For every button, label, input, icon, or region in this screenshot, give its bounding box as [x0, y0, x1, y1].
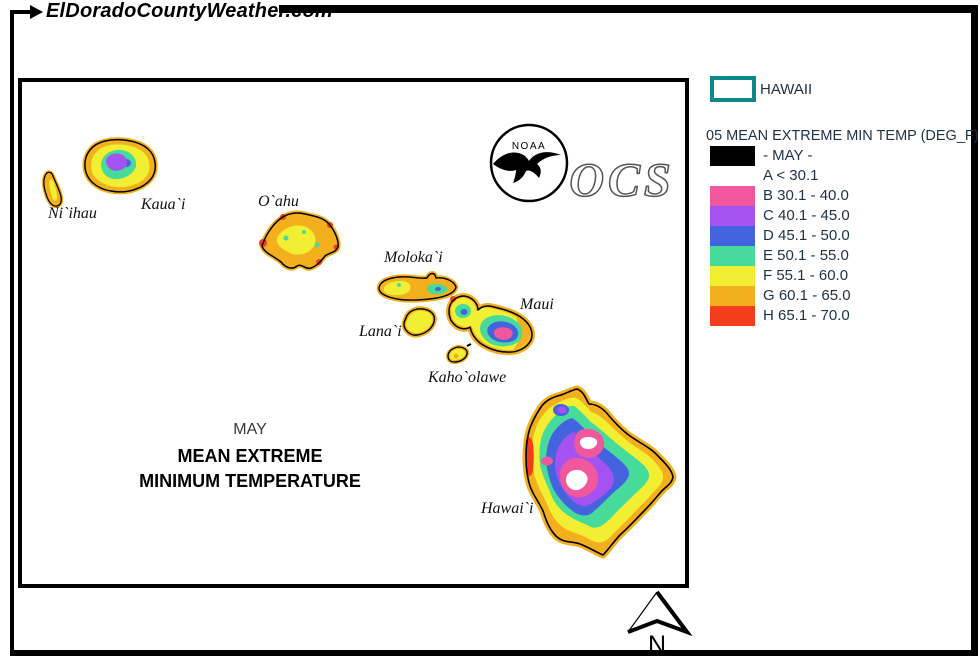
caption-line3: MINIMUM TEMPERATURE	[139, 471, 361, 491]
frame-bottom	[10, 650, 978, 656]
legend-row: D 45.1 - 50.0	[706, 226, 976, 246]
legend-swatch	[710, 306, 755, 326]
legend-label: H 65.1 - 70.0	[763, 307, 850, 324]
island-molokai	[376, 271, 459, 303]
caption-month: MAY	[233, 421, 267, 438]
frame-left	[10, 10, 14, 656]
hawaii-region-swatch	[710, 76, 756, 102]
label-kauai: Kaua`i	[141, 196, 186, 213]
label-lanai: Lana`i	[359, 323, 402, 340]
hawaii-region-label: HAWAII	[760, 81, 813, 98]
legend-label: B 30.1 - 40.0	[763, 187, 849, 204]
legend-row: F 55.1 - 60.0	[706, 266, 976, 286]
legend-swatch	[710, 206, 755, 226]
legend-row: - MAY -	[706, 146, 976, 166]
island-niihau	[41, 170, 64, 209]
legend-swatch	[710, 146, 755, 166]
island-kauai	[82, 137, 158, 195]
map-caption: MAY MEAN EXTREME MINIMUM TEMPERATURE	[126, 421, 374, 494]
legend-row: G 60.1 - 65.0	[706, 286, 976, 306]
north-label: N	[648, 631, 666, 657]
site-title[interactable]: ElDoradoCountyWeather.com	[46, 0, 333, 22]
noaa-logo-icon: NOAA	[489, 123, 569, 203]
island-lanai	[401, 306, 437, 338]
legend-swatch	[710, 166, 755, 186]
legend-swatch	[710, 246, 755, 266]
legend-label: G 60.1 - 65.0	[763, 287, 851, 304]
legend-label: - MAY -	[763, 147, 813, 164]
legend-label: E 50.1 - 55.0	[763, 247, 849, 264]
legend-label: D 45.1 - 50.0	[763, 227, 850, 244]
label-maui: Maui	[520, 296, 554, 313]
legend-row: A < 30.1	[706, 166, 976, 186]
label-kahoolawe: Kaho`olawe	[428, 369, 507, 386]
island-hawaii	[522, 385, 677, 559]
frame-right	[971, 5, 978, 656]
frame-top-line	[279, 5, 971, 13]
caption-line2: MEAN EXTREME	[177, 446, 323, 466]
legend-row: H 65.1 - 70.0	[706, 306, 976, 326]
legend-swatch	[710, 266, 755, 286]
legend-row: B 30.1 - 40.0	[706, 186, 976, 206]
legend-swatch	[710, 186, 755, 206]
north-arrow-icon: N	[627, 590, 693, 657]
legend-title: 05 MEAN EXTREME MIN TEMP (DEG_F)	[706, 128, 979, 144]
legend-label: F 55.1 - 60.0	[763, 267, 849, 284]
masthead-arrow-icon	[30, 5, 43, 19]
island-kahoolawe	[446, 345, 470, 364]
label-molokai: Moloka`i	[384, 249, 443, 266]
noaa-logo-text: NOAA	[512, 141, 546, 152]
ocs-logo-text: OCS	[569, 154, 674, 207]
legend-row: E 50.1 - 55.0	[706, 246, 976, 266]
label-hawaii: Hawai`i	[481, 500, 534, 517]
legend-label: C 40.1 - 45.0	[763, 207, 850, 224]
label-niihau: Ni`ihau	[48, 205, 97, 222]
noaa-ocs-logos: NOAA OCS	[489, 123, 674, 208]
legend-swatch	[710, 226, 755, 246]
legend-swatch	[710, 286, 755, 306]
legend-label: A < 30.1	[763, 167, 819, 184]
legend-row: C 40.1 - 45.0	[706, 206, 976, 226]
legend-rows: - MAY - A < 30.1 B 30.1 - 40.0 C 40.1 - …	[706, 146, 976, 326]
island-oahu	[259, 210, 341, 271]
label-oahu: O`ahu	[258, 193, 299, 210]
masthead-arrow-line	[12, 10, 30, 14]
island-maui	[446, 293, 535, 356]
